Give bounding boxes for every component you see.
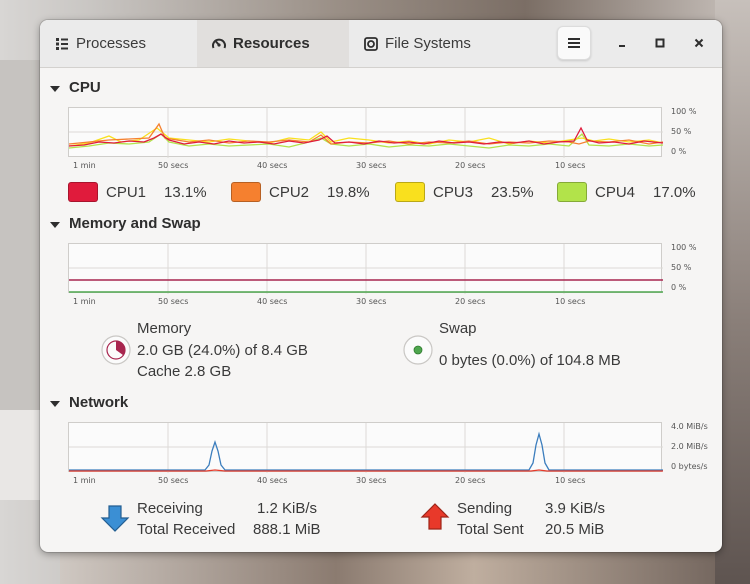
x-tick-label: 10 secs bbox=[555, 476, 586, 485]
x-tick-label: 30 secs bbox=[356, 476, 387, 485]
header-bar: Processes Resources File Systems bbox=[40, 20, 722, 68]
y-tick-label: 0 % bbox=[671, 283, 687, 292]
x-tick-label: 50 secs bbox=[158, 297, 189, 306]
y-tick-label: 50 % bbox=[671, 263, 692, 272]
x-tick-label: 1 min bbox=[73, 161, 96, 170]
tab-file-systems[interactable]: File Systems bbox=[349, 20, 519, 67]
x-tick-label: 1 min bbox=[73, 297, 96, 306]
cpu1-legend: CPU1 13.1% bbox=[68, 180, 207, 204]
x-tick-label: 40 secs bbox=[257, 161, 288, 170]
swap-usage: 0 bytes (0.0%) of 104.8 MB bbox=[439, 352, 621, 369]
cpu2-color-button[interactable] bbox=[231, 182, 261, 202]
cpu2-series-line bbox=[69, 122, 663, 145]
total-sent-value: 20.5 MiB bbox=[545, 521, 605, 538]
tab-label: Processes bbox=[76, 35, 147, 52]
cpu-history-graph bbox=[68, 107, 663, 158]
cpu1-value: 13.1% bbox=[164, 183, 207, 201]
list-icon bbox=[56, 38, 68, 50]
cpu1-color-button[interactable] bbox=[68, 182, 98, 202]
network-history-graph bbox=[68, 422, 663, 473]
cpu4-legend: CPU4 17.0% bbox=[557, 180, 696, 204]
tab-processes[interactable]: Processes bbox=[40, 20, 197, 67]
maximize-button[interactable] bbox=[643, 26, 677, 60]
tab-label: Resources bbox=[233, 35, 310, 52]
sending-arrow-icon[interactable] bbox=[420, 502, 450, 532]
x-tick-label: 10 secs bbox=[555, 297, 586, 306]
disk-icon bbox=[364, 37, 378, 51]
x-tick-label: 20 secs bbox=[455, 297, 486, 306]
cpu2-value: 19.8% bbox=[327, 183, 370, 201]
cpu-graph-svg bbox=[69, 108, 663, 158]
receiving-series-line bbox=[69, 431, 663, 471]
cpu3-value: 23.5% bbox=[491, 183, 534, 201]
cpu1-series-line bbox=[69, 126, 663, 147]
y-tick-label: 4.0 MiB/s bbox=[671, 422, 708, 431]
swap-pie-icon[interactable] bbox=[402, 334, 434, 366]
cpu4-label: CPU4 bbox=[595, 183, 636, 201]
maximize-icon bbox=[655, 38, 665, 48]
minimize-icon bbox=[619, 45, 625, 47]
x-tick-label: 30 secs bbox=[356, 297, 387, 306]
x-tick-label: 40 secs bbox=[257, 297, 288, 306]
x-tick-label: 10 secs bbox=[555, 161, 586, 170]
memory-graph-svg bbox=[69, 244, 663, 294]
memory-label: Memory bbox=[137, 320, 192, 337]
x-tick-label: 1 min bbox=[73, 476, 96, 485]
minimize-button[interactable] bbox=[605, 26, 639, 60]
y-tick-label: 100 % bbox=[671, 243, 697, 252]
cpu1-label: CPU1 bbox=[106, 183, 147, 201]
cpu2-legend: CPU2 19.8% bbox=[231, 180, 370, 204]
x-tick-label: 50 secs bbox=[158, 161, 189, 170]
cpu3-legend: CPU3 23.5% bbox=[395, 180, 534, 204]
x-tick-label: 50 secs bbox=[158, 476, 189, 485]
tab-label: File Systems bbox=[385, 35, 471, 52]
close-icon bbox=[694, 38, 704, 48]
x-tick-label: 20 secs bbox=[455, 161, 486, 170]
sending-value: 3.9 KiB/s bbox=[545, 500, 606, 517]
swap-label: Swap bbox=[439, 320, 477, 337]
y-tick-label: 0 % bbox=[671, 147, 687, 156]
gauge-icon bbox=[212, 38, 226, 49]
y-tick-label: 0 bytes/s bbox=[671, 462, 708, 471]
cpu4-value: 17.0% bbox=[653, 183, 696, 201]
network-graph-svg bbox=[69, 423, 663, 473]
total-received-label: Total Received bbox=[137, 521, 236, 538]
sending-series-line bbox=[69, 469, 663, 472]
x-tick-label: 20 secs bbox=[455, 476, 486, 485]
cpu-section-title[interactable]: CPU bbox=[69, 79, 101, 96]
receiving-arrow-icon[interactable] bbox=[100, 504, 130, 534]
y-tick-label: 100 % bbox=[671, 107, 697, 116]
memory-usage: 2.0 GB (24.0%) of 8.4 GB bbox=[137, 342, 308, 359]
close-button[interactable] bbox=[682, 26, 716, 60]
network-section-title[interactable]: Network bbox=[69, 394, 129, 411]
x-tick-label: 30 secs bbox=[356, 161, 387, 170]
cpu4-color-button[interactable] bbox=[557, 182, 587, 202]
receiving-value: 1.2 KiB/s bbox=[257, 500, 318, 517]
memory-cache: Cache 2.8 GB bbox=[137, 363, 232, 380]
memory-history-graph bbox=[68, 243, 663, 294]
system-monitor-window: Processes Resources File Systems bbox=[40, 20, 722, 552]
memory-pie-icon[interactable] bbox=[100, 334, 132, 366]
cpu3-label: CPU3 bbox=[433, 183, 474, 201]
hamburger-menu-icon bbox=[568, 38, 580, 48]
sending-label: Sending bbox=[457, 500, 513, 517]
tab-resources[interactable]: Resources bbox=[197, 20, 349, 67]
total-received-value: 888.1 MiB bbox=[253, 521, 321, 538]
cpu-expander-arrow-icon[interactable] bbox=[50, 86, 60, 92]
network-expander-arrow-icon[interactable] bbox=[50, 401, 60, 407]
cpu3-color-button[interactable] bbox=[395, 182, 425, 202]
receiving-label: Receiving bbox=[137, 500, 203, 517]
y-tick-label: 50 % bbox=[671, 127, 692, 136]
total-sent-label: Total Sent bbox=[457, 521, 524, 538]
x-tick-label: 40 secs bbox=[257, 476, 288, 485]
memory-section-title[interactable]: Memory and Swap bbox=[69, 215, 201, 232]
cpu2-label: CPU2 bbox=[269, 183, 310, 201]
y-tick-label: 2.0 MiB/s bbox=[671, 442, 708, 451]
memory-expander-arrow-icon[interactable] bbox=[50, 222, 60, 228]
main-menu-button[interactable] bbox=[557, 26, 591, 60]
